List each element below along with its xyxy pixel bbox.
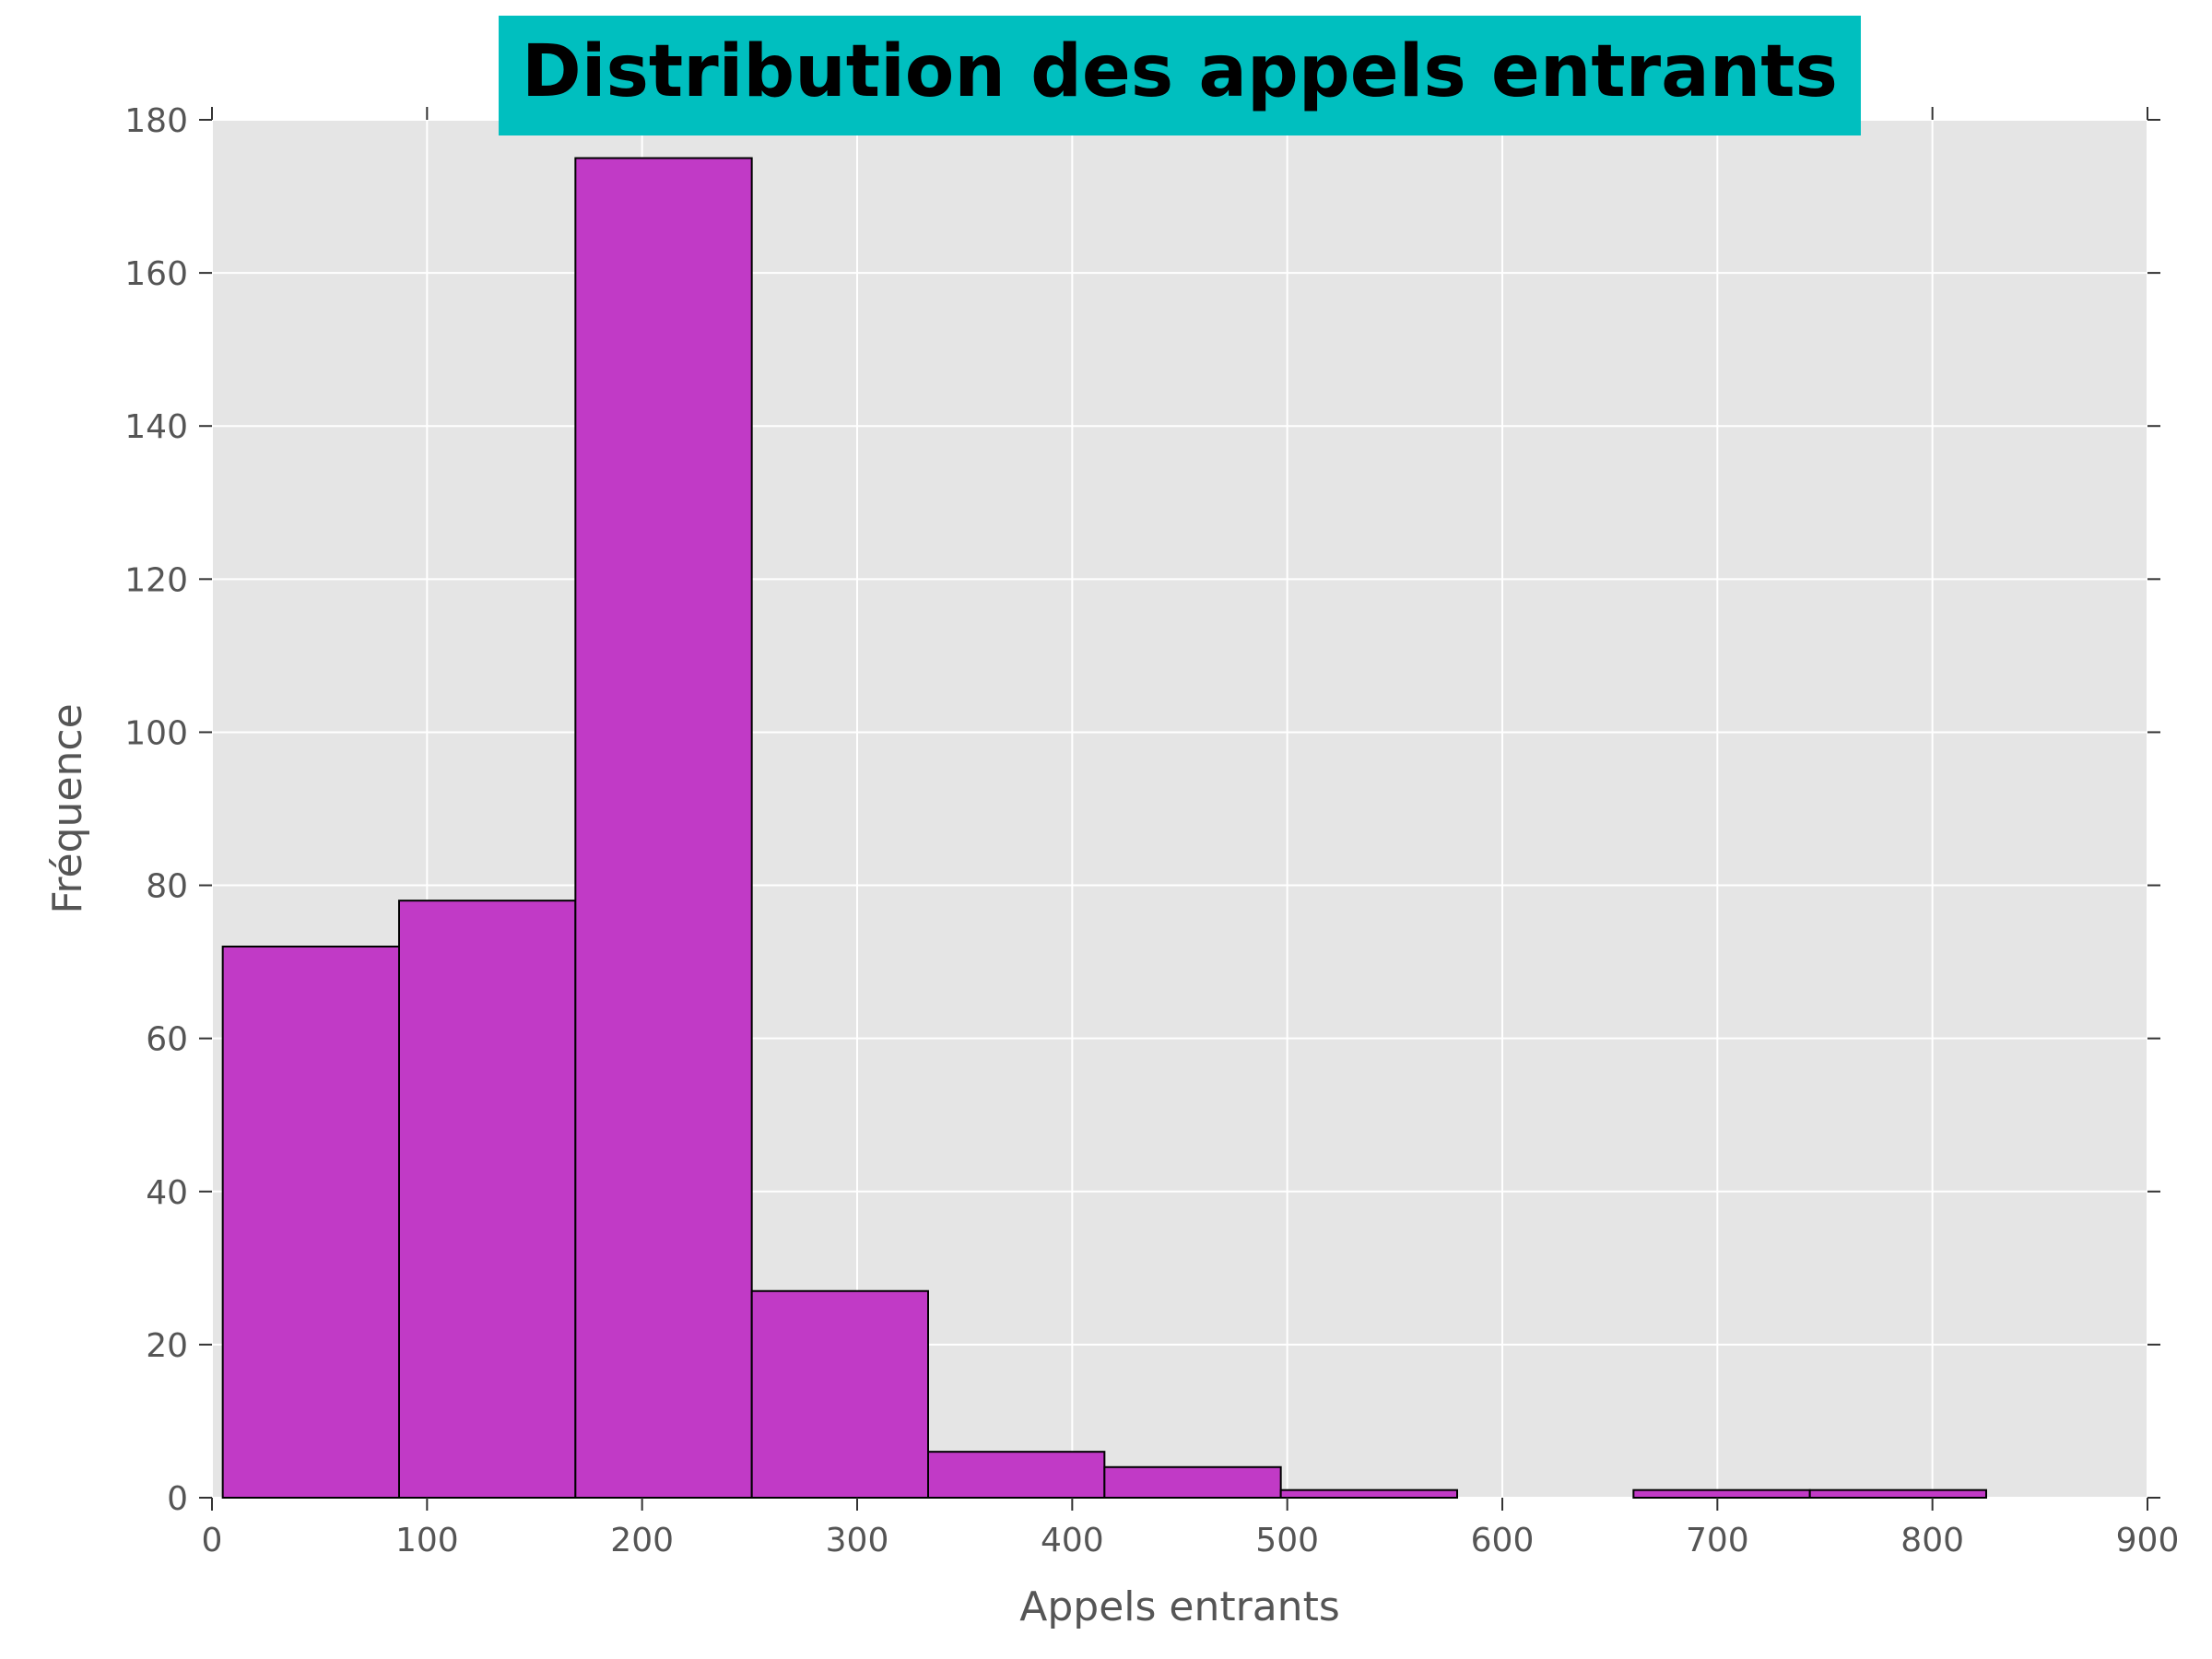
title-box bbox=[499, 16, 1861, 135]
y-axis-label: Fréquence bbox=[44, 703, 91, 913]
y-tick-label: 160 bbox=[124, 255, 188, 293]
histogram-bars bbox=[221, 157, 1987, 1500]
x-tick-label: 800 bbox=[1900, 1522, 1964, 1559]
x-tick-label: 700 bbox=[1686, 1522, 1749, 1559]
x-tick-label: 400 bbox=[1041, 1522, 1104, 1559]
histogram-bar bbox=[221, 946, 400, 1499]
histogram-bar bbox=[1103, 1465, 1282, 1500]
y-tick-label: 0 bbox=[167, 1480, 188, 1518]
histogram-bar bbox=[1632, 1488, 1811, 1500]
x-tick-label: 300 bbox=[826, 1522, 889, 1559]
histogram-bar bbox=[927, 1451, 1106, 1499]
x-tick-labels: 0 100 200 300 400 500 600 700 800 900 bbox=[202, 1522, 2180, 1559]
x-tick-label: 900 bbox=[2116, 1522, 2180, 1559]
y-tick-label: 60 bbox=[146, 1021, 188, 1059]
x-tick-label: 0 bbox=[202, 1522, 223, 1559]
histogram-bar bbox=[574, 157, 753, 1499]
y-tick-label: 40 bbox=[146, 1174, 188, 1212]
x-tick-label: 200 bbox=[610, 1522, 674, 1559]
x-axis-label: Appels entrants bbox=[1019, 1583, 1340, 1630]
x-tick-label: 100 bbox=[395, 1522, 459, 1559]
y-tick-label: 100 bbox=[124, 714, 188, 752]
histogram-bar bbox=[1808, 1488, 1987, 1500]
y-tick-label: 80 bbox=[146, 868, 188, 906]
y-tick-label: 180 bbox=[124, 102, 188, 140]
histogram-bar bbox=[398, 900, 577, 1499]
y-tick-label: 120 bbox=[124, 561, 188, 599]
histogram-bar bbox=[750, 1289, 930, 1499]
y-tick-label: 140 bbox=[124, 408, 188, 446]
chart-title: Distribution des appels entrants bbox=[522, 30, 1838, 113]
x-tick-label: 600 bbox=[1471, 1522, 1535, 1559]
x-tick-label: 500 bbox=[1255, 1522, 1319, 1559]
axis-ticks bbox=[199, 107, 2160, 1511]
y-tick-label: 20 bbox=[146, 1327, 188, 1365]
histogram-bar bbox=[1279, 1488, 1458, 1500]
y-tick-labels: 0 20 40 60 80 100 120 140 160 180 bbox=[124, 102, 188, 1518]
